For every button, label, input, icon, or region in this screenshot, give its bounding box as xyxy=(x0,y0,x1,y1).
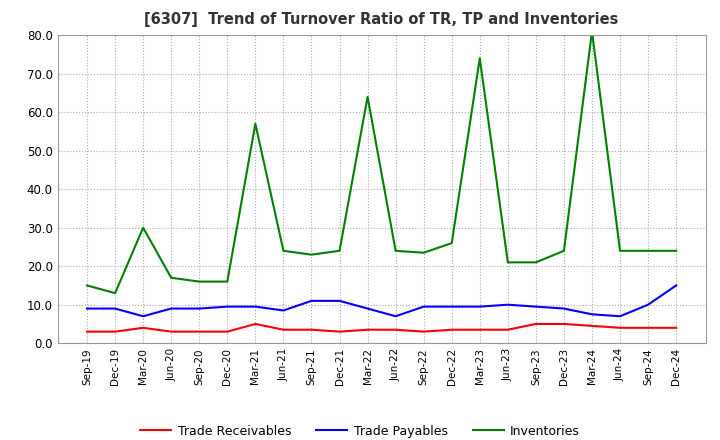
Trade Receivables xyxy=(672,325,680,330)
Trade Payables xyxy=(588,312,596,317)
Inventories xyxy=(251,121,260,126)
Trade Payables xyxy=(447,304,456,309)
Trade Payables xyxy=(391,314,400,319)
Trade Receivables xyxy=(391,327,400,332)
Trade Receivables xyxy=(364,327,372,332)
Trade Payables xyxy=(279,308,288,313)
Inventories xyxy=(364,94,372,99)
Trade Receivables xyxy=(279,327,288,332)
Trade Payables xyxy=(364,306,372,311)
Inventories xyxy=(83,283,91,288)
Trade Receivables xyxy=(616,325,624,330)
Trade Payables xyxy=(139,314,148,319)
Trade Payables xyxy=(336,298,344,304)
Inventories xyxy=(223,279,232,284)
Trade Receivables xyxy=(167,329,176,334)
Inventories xyxy=(279,248,288,253)
Inventories xyxy=(672,248,680,253)
Trade Receivables xyxy=(503,327,512,332)
Title: [6307]  Trend of Turnover Ratio of TR, TP and Inventories: [6307] Trend of Turnover Ratio of TR, TP… xyxy=(145,12,618,27)
Line: Inventories: Inventories xyxy=(87,31,676,293)
Trade Receivables xyxy=(139,325,148,330)
Trade Receivables xyxy=(559,321,568,326)
Trade Payables xyxy=(167,306,176,311)
Trade Payables xyxy=(559,306,568,311)
Inventories xyxy=(559,248,568,253)
Trade Payables xyxy=(111,306,120,311)
Inventories xyxy=(475,55,484,61)
Inventories xyxy=(195,279,204,284)
Trade Payables xyxy=(251,304,260,309)
Inventories xyxy=(588,29,596,34)
Trade Payables xyxy=(503,302,512,307)
Trade Payables xyxy=(672,283,680,288)
Trade Payables xyxy=(307,298,316,304)
Trade Payables xyxy=(616,314,624,319)
Trade Receivables xyxy=(251,321,260,326)
Inventories xyxy=(391,248,400,253)
Legend: Trade Receivables, Trade Payables, Inventories: Trade Receivables, Trade Payables, Inven… xyxy=(135,420,585,440)
Trade Payables xyxy=(531,304,540,309)
Trade Payables xyxy=(419,304,428,309)
Inventories xyxy=(139,225,148,231)
Inventories xyxy=(419,250,428,255)
Trade Receivables xyxy=(223,329,232,334)
Line: Trade Receivables: Trade Receivables xyxy=(87,324,676,332)
Trade Receivables xyxy=(83,329,91,334)
Inventories xyxy=(111,290,120,296)
Trade Payables xyxy=(475,304,484,309)
Inventories xyxy=(531,260,540,265)
Trade Payables xyxy=(644,302,652,307)
Inventories xyxy=(307,252,316,257)
Inventories xyxy=(447,240,456,246)
Inventories xyxy=(167,275,176,280)
Trade Payables xyxy=(83,306,91,311)
Trade Receivables xyxy=(447,327,456,332)
Inventories xyxy=(336,248,344,253)
Trade Receivables xyxy=(419,329,428,334)
Line: Trade Payables: Trade Payables xyxy=(87,286,676,316)
Trade Payables xyxy=(223,304,232,309)
Inventories xyxy=(503,260,512,265)
Inventories xyxy=(644,248,652,253)
Trade Receivables xyxy=(531,321,540,326)
Trade Receivables xyxy=(307,327,316,332)
Trade Receivables xyxy=(475,327,484,332)
Trade Payables xyxy=(195,306,204,311)
Trade Receivables xyxy=(111,329,120,334)
Trade Receivables xyxy=(336,329,344,334)
Trade Receivables xyxy=(195,329,204,334)
Trade Receivables xyxy=(644,325,652,330)
Trade Receivables xyxy=(588,323,596,329)
Inventories xyxy=(616,248,624,253)
